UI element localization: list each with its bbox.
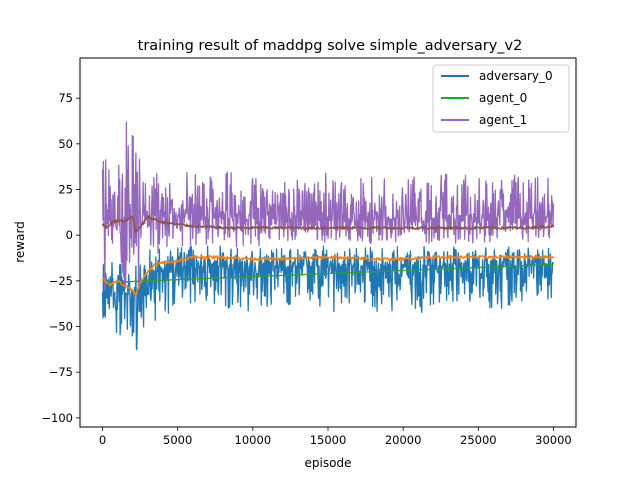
y-axis-label: reward [13, 221, 27, 263]
y-tick-label: −75 [49, 365, 73, 379]
plot-area [101, 121, 555, 351]
legend-label-agent-1: agent_1 [479, 113, 527, 127]
legend-label-adversary-0: adversary_0 [479, 69, 553, 83]
series-group [101, 121, 555, 351]
legend-box [432, 64, 570, 133]
y-tick-label: 75 [58, 91, 73, 105]
axis-ticks: 0 5000 10000 15000 20000 25000 30000 −100 −75 −50… [41, 91, 571, 447]
chart-title: training result of maddpg solve simple_a… [138, 38, 523, 54]
legend-label-agent-0: agent_0 [479, 91, 527, 105]
y-tick-label: 0 [66, 228, 73, 242]
series-line-1 [102, 263, 554, 284]
smoothed-line-4 [101, 215, 555, 234]
y-tick-label: 50 [58, 137, 73, 151]
y-tick-label: −25 [49, 274, 73, 288]
x-tick-label: 30000 [535, 433, 572, 447]
x-tick-label: 10000 [235, 433, 272, 447]
axes-frame [79, 57, 577, 428]
x-tick-label: 5000 [163, 433, 192, 447]
legend: adversary_0 agent_0 agent_1 [432, 64, 570, 133]
series-line-2 [101, 121, 555, 291]
y-tick-label: −100 [41, 411, 73, 425]
y-tick-label: 25 [58, 183, 73, 197]
x-tick-label: 15000 [310, 433, 347, 447]
x-axis-label: episode [305, 456, 352, 470]
smoothed-line-3 [101, 255, 555, 296]
x-tick-label: 20000 [385, 433, 422, 447]
x-tick-label: 25000 [460, 433, 497, 447]
y-tick-label: −50 [49, 320, 73, 334]
x-tick-label: 0 [99, 433, 106, 447]
